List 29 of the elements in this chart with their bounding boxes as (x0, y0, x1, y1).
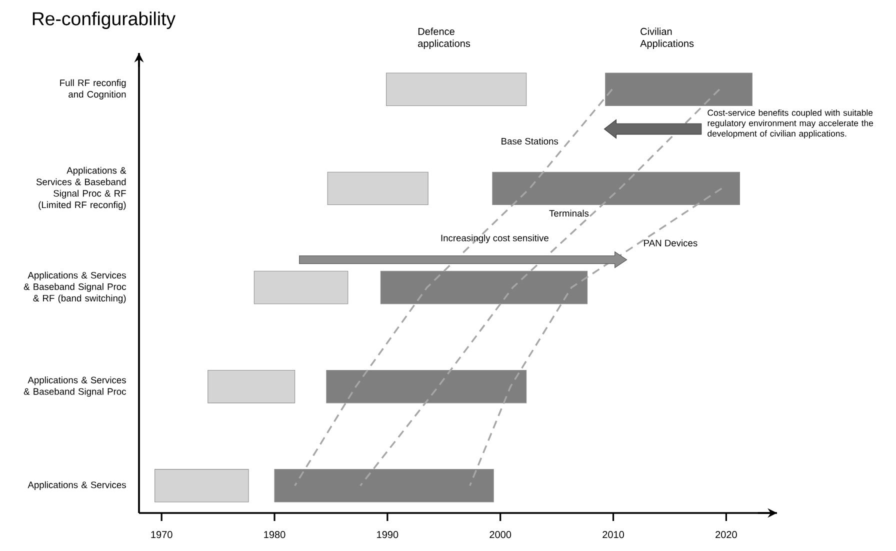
bar (380, 270, 588, 304)
text: Civilian Applications (640, 28, 694, 49)
series-label: PAN Devices (644, 240, 698, 246)
y-tick-label: Applications & Services & Baseband Signal Proc & RF (band switching) (24, 272, 126, 304)
series-label: Base Stations (502, 138, 558, 145)
annotation: Increasingly cost sensitive (441, 234, 548, 244)
bar (492, 172, 740, 206)
bar (605, 72, 752, 106)
x-tick-label: 1990 (377, 531, 398, 538)
bar (254, 270, 348, 304)
bar (327, 172, 428, 206)
x-tick-label: 2000 (490, 531, 512, 538)
annotation: Cost-service benefits coupled with suitable regulatory environment may accelerate the development of civilian applications. (708, 109, 874, 138)
bar (326, 370, 527, 404)
x-tick-label: 2020 (716, 531, 737, 538)
y-tick-label: Full RF reconfig and Cognition (60, 79, 126, 100)
series-label: Terminals (549, 210, 589, 217)
x-tick-label: 2010 (602, 531, 624, 538)
y-axis-title: Re-configurability (32, 12, 176, 30)
y-tick-label: Applications & Services & Baseband Signal Proc (24, 376, 126, 397)
bar (386, 72, 527, 106)
x-tick-label: 1980 (264, 531, 286, 538)
x-tick-label: 1970 (151, 531, 172, 538)
y-tick-label: Applications & Services (28, 481, 126, 490)
bar (274, 469, 494, 502)
text: Defence applications (418, 28, 470, 49)
bar (208, 370, 296, 404)
y-tick-label: Applications & Services & Baseband Signal Proc & RF (Limited RF reconfig) (36, 166, 126, 210)
bar (154, 469, 249, 502)
